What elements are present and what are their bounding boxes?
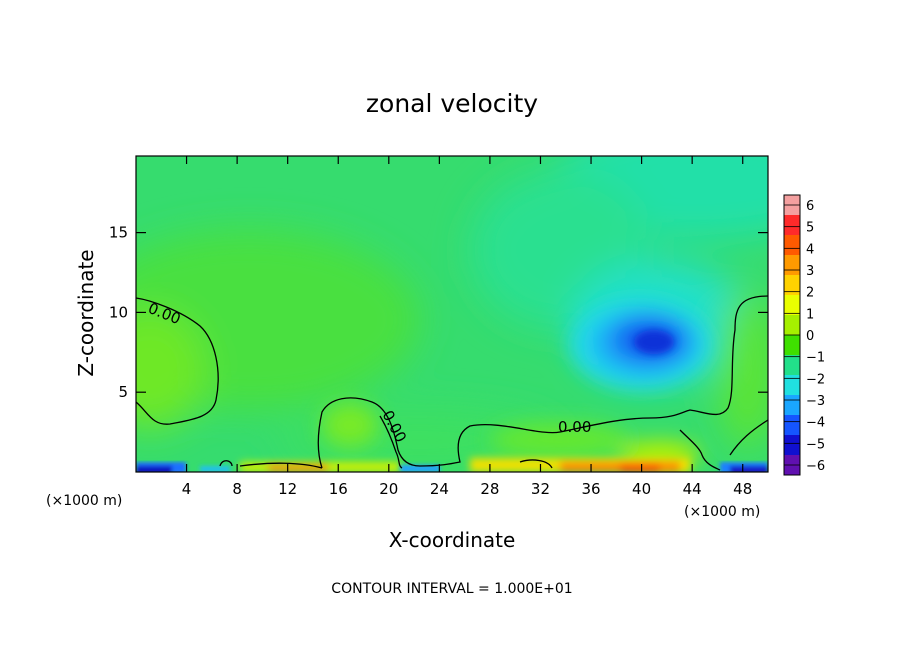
x-axis-ticks: 4 8 12 16 20 24 28 32 36 40 44 48 [182, 156, 752, 498]
chart-title: zonal velocity [366, 89, 538, 118]
colorbar-segment [784, 375, 800, 396]
y-tick-label: 5 [118, 383, 128, 401]
colorbar-label: 5 [806, 221, 814, 236]
x-tick-label: 24 [430, 480, 449, 498]
contour-interval-note: CONTOUR INTERVAL = 1.000E+01 [331, 581, 572, 597]
colorbar-segment [784, 235, 800, 256]
x-unit-label-left: (×1000 m) [46, 493, 122, 509]
y-tick-label: 10 [109, 303, 128, 321]
y-axis-label: Z-coordinate [74, 249, 98, 376]
colorbar-label: 4 [806, 242, 814, 257]
x-tick-label: 48 [733, 480, 752, 498]
colorbar-segment [784, 395, 800, 416]
x-tick-label: 20 [379, 480, 398, 498]
colorbar-label: 3 [806, 264, 814, 279]
velocity-field [136, 156, 768, 472]
x-unit-label-right: (×1000 m) [684, 504, 760, 520]
colorbar-label: −6 [806, 459, 825, 474]
plot-frame [135, 155, 769, 473]
colorbar-label: 6 [806, 199, 814, 214]
colorbar-segment [784, 435, 800, 456]
colorbar-label: 2 [806, 286, 814, 301]
colorbar-segment [784, 415, 800, 436]
colorbar-label: −5 [806, 437, 825, 452]
x-tick-label: 16 [329, 480, 348, 498]
colorbar-segment [784, 315, 800, 336]
x-axis-label: X-coordinate [389, 528, 516, 552]
colorbar-label: −3 [806, 394, 825, 409]
colorbar-segment [784, 355, 800, 376]
x-tick-label: 8 [232, 480, 242, 498]
colorbar: 6 5 4 3 2 1 0 −1 −2 −3 −4 −5 −6 [783, 194, 825, 476]
x-tick-label: 4 [182, 480, 192, 498]
colorbar-label: −4 [806, 416, 825, 431]
colorbar-segment [784, 215, 800, 236]
y-axis-ticks: 5 10 15 [109, 224, 768, 401]
contour-label-right: 0.00 [558, 418, 591, 436]
y-tick-label: 15 [109, 224, 128, 242]
colorbar-segment [784, 295, 800, 316]
colorbar-segment [784, 335, 800, 356]
zero-contours [136, 295, 768, 471]
x-tick-label: 28 [480, 480, 499, 498]
colorbar-segment [784, 255, 800, 276]
x-tick-label: 12 [278, 480, 297, 498]
x-tick-label: 44 [683, 480, 702, 498]
colorbar-label: −1 [806, 351, 825, 366]
colorbar-label: −2 [806, 372, 825, 387]
colorbar-segment [784, 275, 800, 296]
x-tick-label: 32 [531, 480, 550, 498]
x-tick-label: 40 [632, 480, 651, 498]
x-tick-label: 36 [581, 480, 600, 498]
colorbar-label: 0 [806, 329, 814, 344]
colorbar-label: 1 [806, 307, 814, 322]
